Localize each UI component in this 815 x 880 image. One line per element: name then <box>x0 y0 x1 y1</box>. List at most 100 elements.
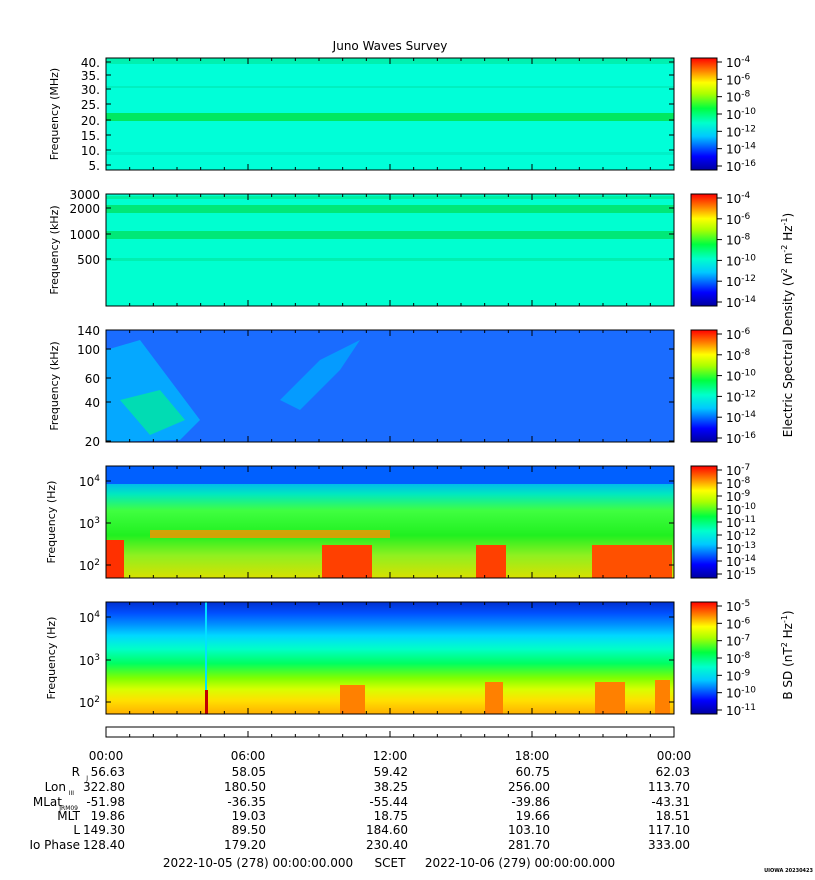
ephemeris-value: 333.00 <box>648 838 690 852</box>
panel-1-axes: 40.35.30.25. 20.15.10.5. Frequency (MHz) <box>48 56 675 173</box>
colorbar-tick-label: 10-4 <box>726 191 751 206</box>
colorbar-5-ticks: 10-5 10-6 10-7 10-8 10-9 10-10 10-11 <box>717 599 756 718</box>
footer-end-date: 2022-10-06 (279) 00:00:00.000 <box>425 856 615 870</box>
ephemeris-label: MLat <box>33 795 62 809</box>
y-tick-label: 103 <box>79 516 100 531</box>
ephemeris-value: -43.31 <box>651 795 690 809</box>
ephemeris-value: 18.75 <box>374 809 408 823</box>
panel-4-axes: 104 103 102 Frequency (Hz) <box>45 466 675 578</box>
y-tick-label: 15. <box>81 129 100 143</box>
ephemeris-value: 184.60 <box>366 823 408 837</box>
y-tick-label: 140 <box>77 324 100 338</box>
ephemeris-value: 322.80 <box>83 780 125 794</box>
colorbar-1-ticks: 10-4 10-6 10-8 10-10 10-12 10-14 10-16 <box>717 55 756 174</box>
ephemeris-value: 58.05 <box>232 765 266 779</box>
y-tick-label: 2000 <box>69 202 100 216</box>
colorbar-tick-label: 10-10 <box>726 686 756 701</box>
ephemeris-value: 38.25 <box>374 780 408 794</box>
colorbar-1 <box>690 57 718 171</box>
colorbar-tick-label: 10-10 <box>726 107 756 122</box>
footer-start-date: 2022-10-05 (278) 00:00:00.000 <box>163 856 353 870</box>
ephemeris-label: MLT <box>57 809 80 823</box>
ephemeris-subscript: III <box>69 790 75 797</box>
ephemeris-label: Io Phase <box>29 838 80 852</box>
y-axis-label: Frequency (Hz) <box>45 481 58 564</box>
colorbar-tick-label: 10-12 <box>726 274 756 289</box>
ephemeris-value: 256.00 <box>508 780 550 794</box>
colorbar-4-ticks: 10-710-810-910-1010-1110-1210-1310-1410-… <box>717 463 756 582</box>
colorbar-tick-label: 10-12 <box>726 124 756 139</box>
y-tick-label: 100 <box>77 343 100 357</box>
ephemeris-value: 230.40 <box>366 838 408 852</box>
colorbar-tick-label: 10-12 <box>726 389 756 404</box>
colorbar-tick-label: 10-6 <box>726 72 751 87</box>
y-tick-label: 3000 <box>69 188 100 202</box>
y-tick-label: 20. <box>81 114 100 128</box>
y-tick-label: 60 <box>85 372 100 386</box>
time-tick-label: 00:00 <box>657 749 692 763</box>
ephemeris-value: 56.63 <box>91 765 125 779</box>
y-tick-label: 40 <box>85 396 100 410</box>
panel-3-axes: 140 100 60 40 20 Frequency (kHz) <box>48 324 675 449</box>
y-tick-label: 20 <box>85 435 100 449</box>
y-axis-label: Frequency (kHz) <box>48 205 61 294</box>
time-tick-label: 06:00 <box>231 749 266 763</box>
colorbar-2 <box>690 193 718 307</box>
ephemeris-value: -36.35 <box>227 795 266 809</box>
panel-1-spectrogram <box>105 57 675 171</box>
colorbar-tick-label: 10-14 <box>726 142 756 157</box>
colorbar-tick-label: 10-9 <box>726 668 751 683</box>
y-axis-label: Frequency (Hz) <box>45 617 58 700</box>
panel-3-spectrogram <box>105 329 675 443</box>
y-tick-label: 500 <box>77 253 100 267</box>
ephemeris-value: -55.44 <box>369 795 408 809</box>
colorbar-tick-label: 10-14 <box>726 295 756 310</box>
colorbar-tick-label: 10-8 <box>726 348 751 363</box>
colorbar-tick-label: 10-6 <box>726 327 751 342</box>
colorbar-4 <box>690 465 718 579</box>
panel-2-spectrogram <box>105 193 675 307</box>
y-tick-label: 35. <box>81 69 100 83</box>
colorbar-tick-label: 10-16 <box>726 431 756 446</box>
y-axis-label: Frequency (kHz) <box>48 341 61 430</box>
colorbar-tick-label: 10-8 <box>726 90 751 105</box>
colorbar-tick-label: 10-13 <box>726 541 756 556</box>
footer-stamp: UIOWA 20230423 <box>764 868 813 874</box>
y-tick-label: 102 <box>79 558 100 573</box>
ephemeris-value: 281.70 <box>508 838 550 852</box>
colorbar-tick-label: 10-4 <box>726 55 751 70</box>
ephemeris-value: 128.40 <box>83 838 125 852</box>
colorbar-tick-label: 10-11 <box>726 515 756 530</box>
colorbar-tick-label: 10-14 <box>726 554 756 569</box>
colorbar-tick-label: 10-8 <box>726 651 751 666</box>
colorbar-tick-label: 10-7 <box>726 634 750 649</box>
y-tick-label: 5. <box>89 159 100 173</box>
ephemeris-label: R <box>72 765 80 779</box>
time-tick-label: 12:00 <box>373 749 408 763</box>
y-tick-label: 102 <box>79 695 100 710</box>
y-tick-label: 1000 <box>69 228 100 242</box>
panel-4-spectrogram <box>105 465 675 579</box>
ephemeris-value: 19.03 <box>232 809 266 823</box>
colorbar-tick-label: 10-10 <box>726 369 756 384</box>
panel-5-axes: 104 103 102 Frequency (Hz) <box>45 602 675 714</box>
footer-scet: SCET <box>375 856 407 870</box>
ephemeris-label: Lon <box>45 780 66 794</box>
ephemeris-value: -39.86 <box>511 795 550 809</box>
colorbar-tick-label: 10-6 <box>726 616 751 631</box>
ephemeris-value: -51.98 <box>86 795 125 809</box>
ephemeris-label: L <box>73 823 80 837</box>
colorbar-tick-label: 10-10 <box>726 502 756 517</box>
ephemeris-value: 179.20 <box>224 838 266 852</box>
colorbar-tick-label: 10-15 <box>726 567 756 582</box>
colorbar-5 <box>690 601 718 715</box>
colorbar-tick-label: 10-14 <box>726 410 756 425</box>
colorbar-tick-label: 10-16 <box>726 159 756 174</box>
ephemeris-value: 113.70 <box>648 780 690 794</box>
ephemeris-value: 18.51 <box>656 809 690 823</box>
ephemeris-value: 19.86 <box>91 809 125 823</box>
ephemeris-value: 19.66 <box>516 809 550 823</box>
colorbar-3-ticks: 10-6 10-8 10-10 10-12 10-14 10-16 <box>717 327 756 446</box>
ephemeris-value: 60.75 <box>516 765 550 779</box>
